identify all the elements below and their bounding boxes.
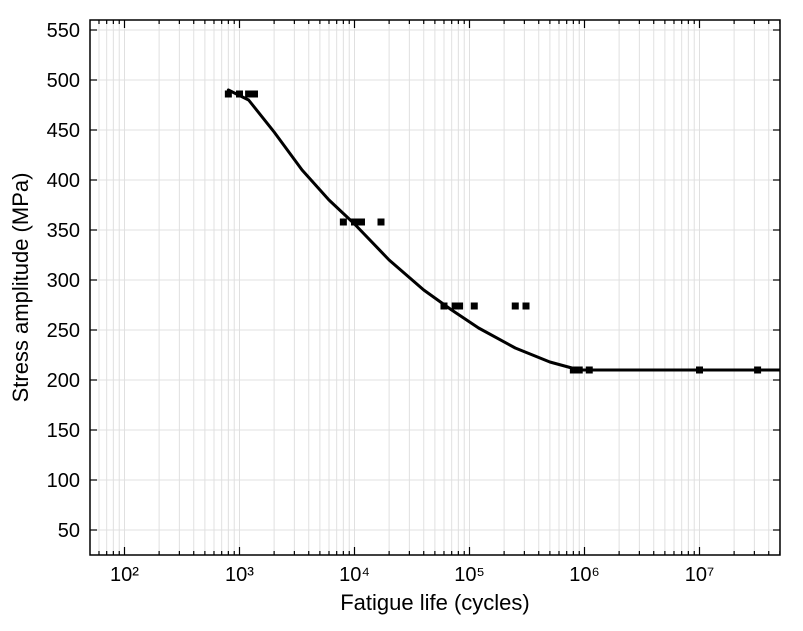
y-tick-label: 350 (47, 220, 80, 242)
data-point (358, 219, 365, 226)
y-tick-label: 150 (47, 420, 80, 442)
data-point (225, 91, 232, 98)
data-point (512, 303, 519, 310)
data-point (586, 367, 593, 374)
data-point (576, 367, 583, 374)
data-point (440, 303, 447, 310)
data-point (340, 219, 347, 226)
data-point (523, 303, 530, 310)
x-tick-label: 10⁵ (454, 564, 485, 586)
y-tick-label: 400 (47, 170, 80, 192)
data-point (236, 91, 243, 98)
data-point (456, 303, 463, 310)
data-point (351, 219, 358, 226)
data-point (471, 303, 478, 310)
y-tick-label: 500 (47, 70, 80, 92)
sn-curve-chart: 10² 10³ 10⁴ 10⁵ 10⁶ 10⁷ 50 100 150 200 250 300 350 40… (0, 0, 803, 631)
y-tick-label: 250 (47, 320, 80, 342)
data-point (378, 219, 385, 226)
y-tick-label: 200 (47, 370, 80, 392)
x-tick-label: 10² (110, 564, 139, 586)
data-point (251, 91, 258, 98)
y-axis-label: Stress amplitude (MPa) (8, 173, 33, 403)
x-tick-label: 10⁶ (569, 564, 599, 586)
y-tick-label: 50 (58, 520, 80, 542)
y-tick-label: 450 (47, 120, 80, 142)
x-tick-label: 10⁷ (685, 564, 714, 586)
y-tick-label: 550 (47, 20, 80, 42)
y-tick-label: 300 (47, 270, 80, 292)
x-tick-label: 10³ (225, 564, 254, 586)
x-tick-label: 10⁴ (339, 564, 370, 586)
data-point (754, 367, 761, 374)
x-axis-label: Fatigue life (cycles) (340, 590, 530, 615)
chart-svg: 10² 10³ 10⁴ 10⁵ 10⁶ 10⁷ 50 100 150 200 250 300 350 40… (0, 0, 803, 631)
y-tick-label: 100 (47, 470, 80, 492)
data-point (696, 367, 703, 374)
